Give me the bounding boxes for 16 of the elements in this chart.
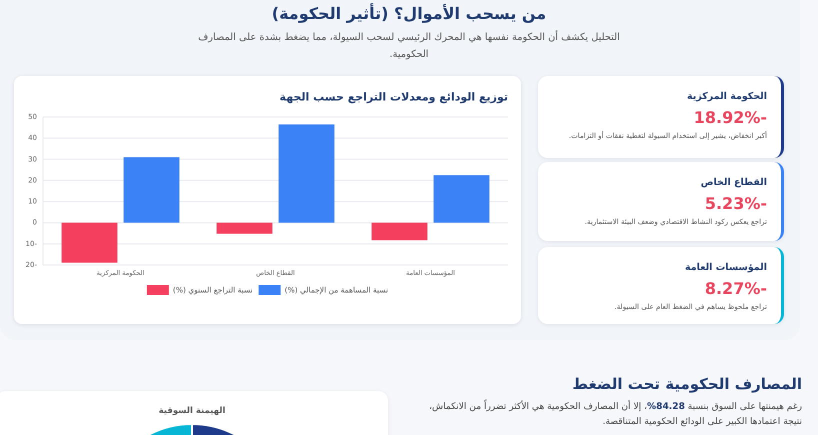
bar bbox=[278, 124, 334, 223]
text: من يسحب الأموال؟ (تأثير الحكومة) bbox=[270, 2, 548, 25]
text: التحليل يكشف أن الحكومة نفسها هي المحرك الرئيسي لسحب السيولة، مما يضغط بشدة على المصارف الحكومية. bbox=[197, 29, 621, 62]
chart-title: توزيع الودائع ومعدلات التراجع حسب الجهة bbox=[280, 90, 508, 104]
text: -8.27% bbox=[704, 278, 767, 300]
bar bbox=[62, 222, 118, 263]
text: -5.23% bbox=[704, 193, 767, 215]
bar bbox=[434, 175, 490, 223]
chart-title: الهيمنة السوقية bbox=[158, 406, 226, 416]
bar bbox=[124, 157, 180, 223]
bar bbox=[216, 222, 272, 234]
text: -18.92% bbox=[692, 107, 767, 129]
bar bbox=[372, 222, 428, 240]
text: المصارف الحكومية تحت الضغط bbox=[571, 374, 802, 395]
text: الحكومة المركزية bbox=[686, 90, 767, 104]
text: القطاع الخاص bbox=[700, 176, 767, 190]
